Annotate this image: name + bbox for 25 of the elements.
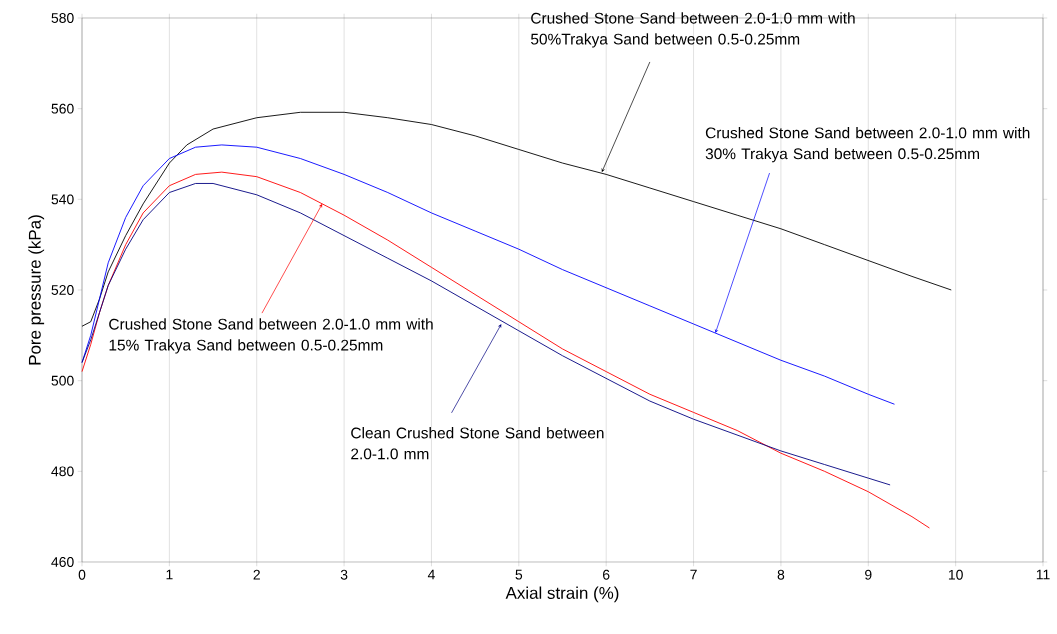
y-tick-label: 480 (51, 466, 74, 477)
annotation: Crushed Stone Sand between 2.0-1.0 mm with 50%Trakya Sand between 0.5-0.25mm (531, 12, 855, 48)
x-tick-label: 1 (166, 569, 173, 580)
y-tick-label: 540 (51, 194, 74, 205)
x-tick-label: 3 (340, 569, 348, 580)
x-tick-label: 10 (948, 569, 963, 580)
annotation: Crushed Stone Sand between 2.0-1.0 mm with 30% Trakya Sand between 0.5-0.25mm (705, 127, 1030, 163)
x-tick-label: 5 (515, 569, 523, 580)
y-tick-label: 560 (51, 103, 74, 114)
x-tick-label: 7 (690, 569, 697, 580)
x-tick-label: 8 (777, 569, 785, 580)
x-tick-label: 0 (78, 569, 86, 580)
y-tick-label: 500 (51, 375, 74, 386)
annotation: Crushed Stone Sand between 2.0-1.0 mm with 15% Trakya Sand between 0.5-0.25mm (109, 318, 433, 354)
y-axis-title: Pore pressure (kPa) (28, 215, 45, 365)
annotation: Clean Crushed Stone Sand between 2.0-1.0 mm (351, 427, 604, 460)
y-tick-label: 580 (51, 13, 74, 23)
y-tick-label: 520 (51, 285, 74, 295)
x-tick-label: 2 (253, 569, 260, 580)
x-tick-label: 11 (1036, 569, 1050, 580)
x-tick-label: 9 (865, 569, 872, 580)
x-tick-label: 6 (603, 569, 610, 580)
x-tick-label: 4 (427, 569, 435, 580)
y-tick-label: 460 (51, 557, 74, 567)
x-axis-title: Axial strain (%) (505, 586, 619, 603)
